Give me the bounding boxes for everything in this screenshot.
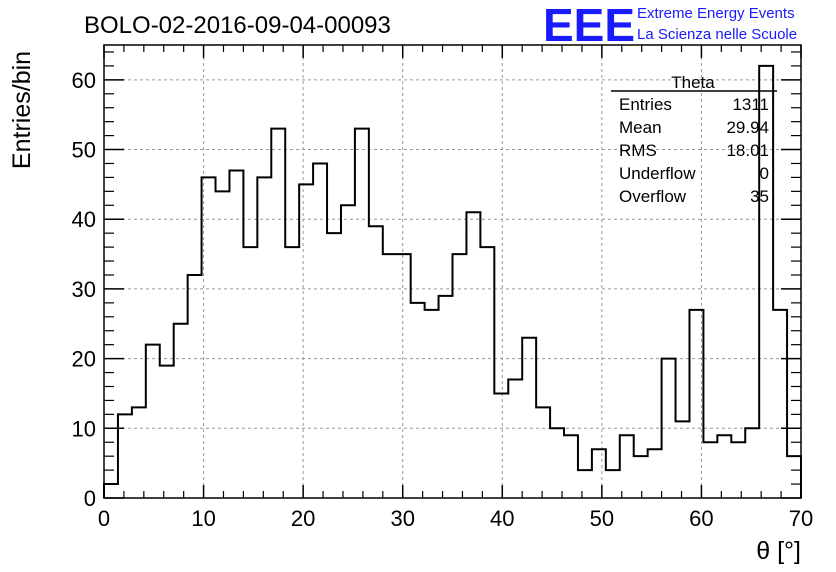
histogram-bin [634, 456, 648, 498]
eee-logo-line2: La Scienza nelle Scuole [637, 26, 797, 43]
histogram-bin [648, 449, 662, 498]
histogram-bin [341, 205, 355, 498]
y-axis-label: Entries/bin [8, 51, 36, 169]
stats-rows: Entries 1311 Mean 29.94 RMS 18.01 Underflow 0 Ov… [619, 95, 769, 206]
histogram-bin [689, 310, 703, 498]
y-tick-label: 20 [72, 347, 96, 372]
histogram-bin [745, 428, 759, 498]
histogram-bin [564, 435, 578, 498]
histogram-bin [466, 212, 480, 498]
stats-row-label: Entries [619, 95, 672, 114]
histogram-bin [355, 129, 369, 498]
histogram-bin [703, 442, 717, 498]
stats-row-label: Overflow [619, 187, 687, 206]
histogram-bin [257, 177, 271, 498]
x-tick-label: 20 [291, 506, 315, 531]
histogram-bin [606, 470, 620, 498]
histogram-bin [592, 449, 606, 498]
histogram-bin [480, 247, 494, 498]
histogram-bin [146, 345, 160, 498]
histogram-bin [453, 254, 467, 498]
stats-row-value: 18.01 [726, 141, 769, 160]
histogram-line [103, 64, 802, 498]
y-tick-label: 50 [72, 138, 96, 163]
y-tick-label: 60 [72, 68, 96, 93]
histogram-bin [425, 310, 439, 498]
stats-title: Theta [671, 73, 715, 92]
histogram-bin [188, 275, 202, 498]
stats-row-label: Mean [619, 118, 662, 137]
histogram-bin [508, 380, 522, 498]
histogram-bin [104, 484, 118, 498]
histogram-bin [550, 428, 564, 498]
x-axis-label: θ [°] [756, 537, 801, 565]
y-tick-label: 30 [72, 277, 96, 302]
stats-row-value: 1311 [732, 95, 769, 114]
histogram-bin [132, 407, 146, 498]
chart-title: BOLO-02-2016-09-04-00093 [84, 12, 391, 39]
histogram-bin [411, 303, 425, 498]
y-tick-label: 0 [84, 486, 96, 511]
x-tick-label: 60 [689, 506, 713, 531]
stats-row-label: RMS [619, 141, 657, 160]
histogram-bin [773, 310, 787, 498]
histogram-bin [369, 226, 383, 498]
histogram-bin [118, 414, 132, 498]
eee-logo: EEE Extreme Energy Events La Scienza nel… [543, 0, 797, 51]
histogram-bin [243, 247, 257, 498]
histogram-bin [717, 435, 731, 498]
histogram-bin [313, 163, 327, 498]
stats-row-value: 29.94 [726, 118, 769, 137]
histogram-bin [271, 129, 285, 498]
x-tick-label: 50 [590, 506, 614, 531]
eee-logo-line1: Extreme Energy Events [637, 5, 795, 22]
histogram-bin [383, 254, 397, 498]
histogram-bin [160, 366, 174, 498]
eee-logo-text: EEE [543, 0, 635, 51]
histogram-bin [731, 442, 745, 498]
histogram-bin [216, 191, 230, 498]
x-tick-label: 30 [390, 506, 414, 531]
stats-row-value: 0 [760, 164, 769, 183]
histogram-bin [327, 233, 341, 498]
y-tick-label: 40 [72, 207, 96, 232]
histogram-bin [676, 421, 690, 498]
histogram-bin [494, 393, 508, 498]
x-tick-label: 40 [490, 506, 514, 531]
histogram-bin [397, 254, 411, 498]
histogram-bin [522, 338, 536, 498]
stats-row-label: Underflow [619, 164, 696, 183]
stats-row-value: 35 [750, 187, 769, 206]
histogram-bin [174, 324, 188, 498]
x-tick-label: 0 [98, 506, 110, 531]
y-axis: 0 10 20 30 40 50 60 [72, 51, 801, 511]
histogram-bin [536, 407, 550, 498]
histogram-bin [285, 247, 299, 498]
histogram-bin [439, 296, 453, 498]
stats-box: Theta Entries 1311 Mean 29.94 RMS 18.01 Underf… [611, 73, 777, 206]
x-axis: 0 10 20 30 40 50 60 70 [98, 45, 813, 531]
histogram-bin [787, 456, 801, 498]
histogram-bin [299, 184, 313, 498]
histogram-bin [620, 435, 634, 498]
y-tick-label: 10 [72, 416, 96, 441]
x-tick-label: 70 [789, 506, 813, 531]
x-tick-label: 10 [191, 506, 215, 531]
histogram-bin [578, 470, 592, 498]
plot-frame [103, 44, 802, 499]
